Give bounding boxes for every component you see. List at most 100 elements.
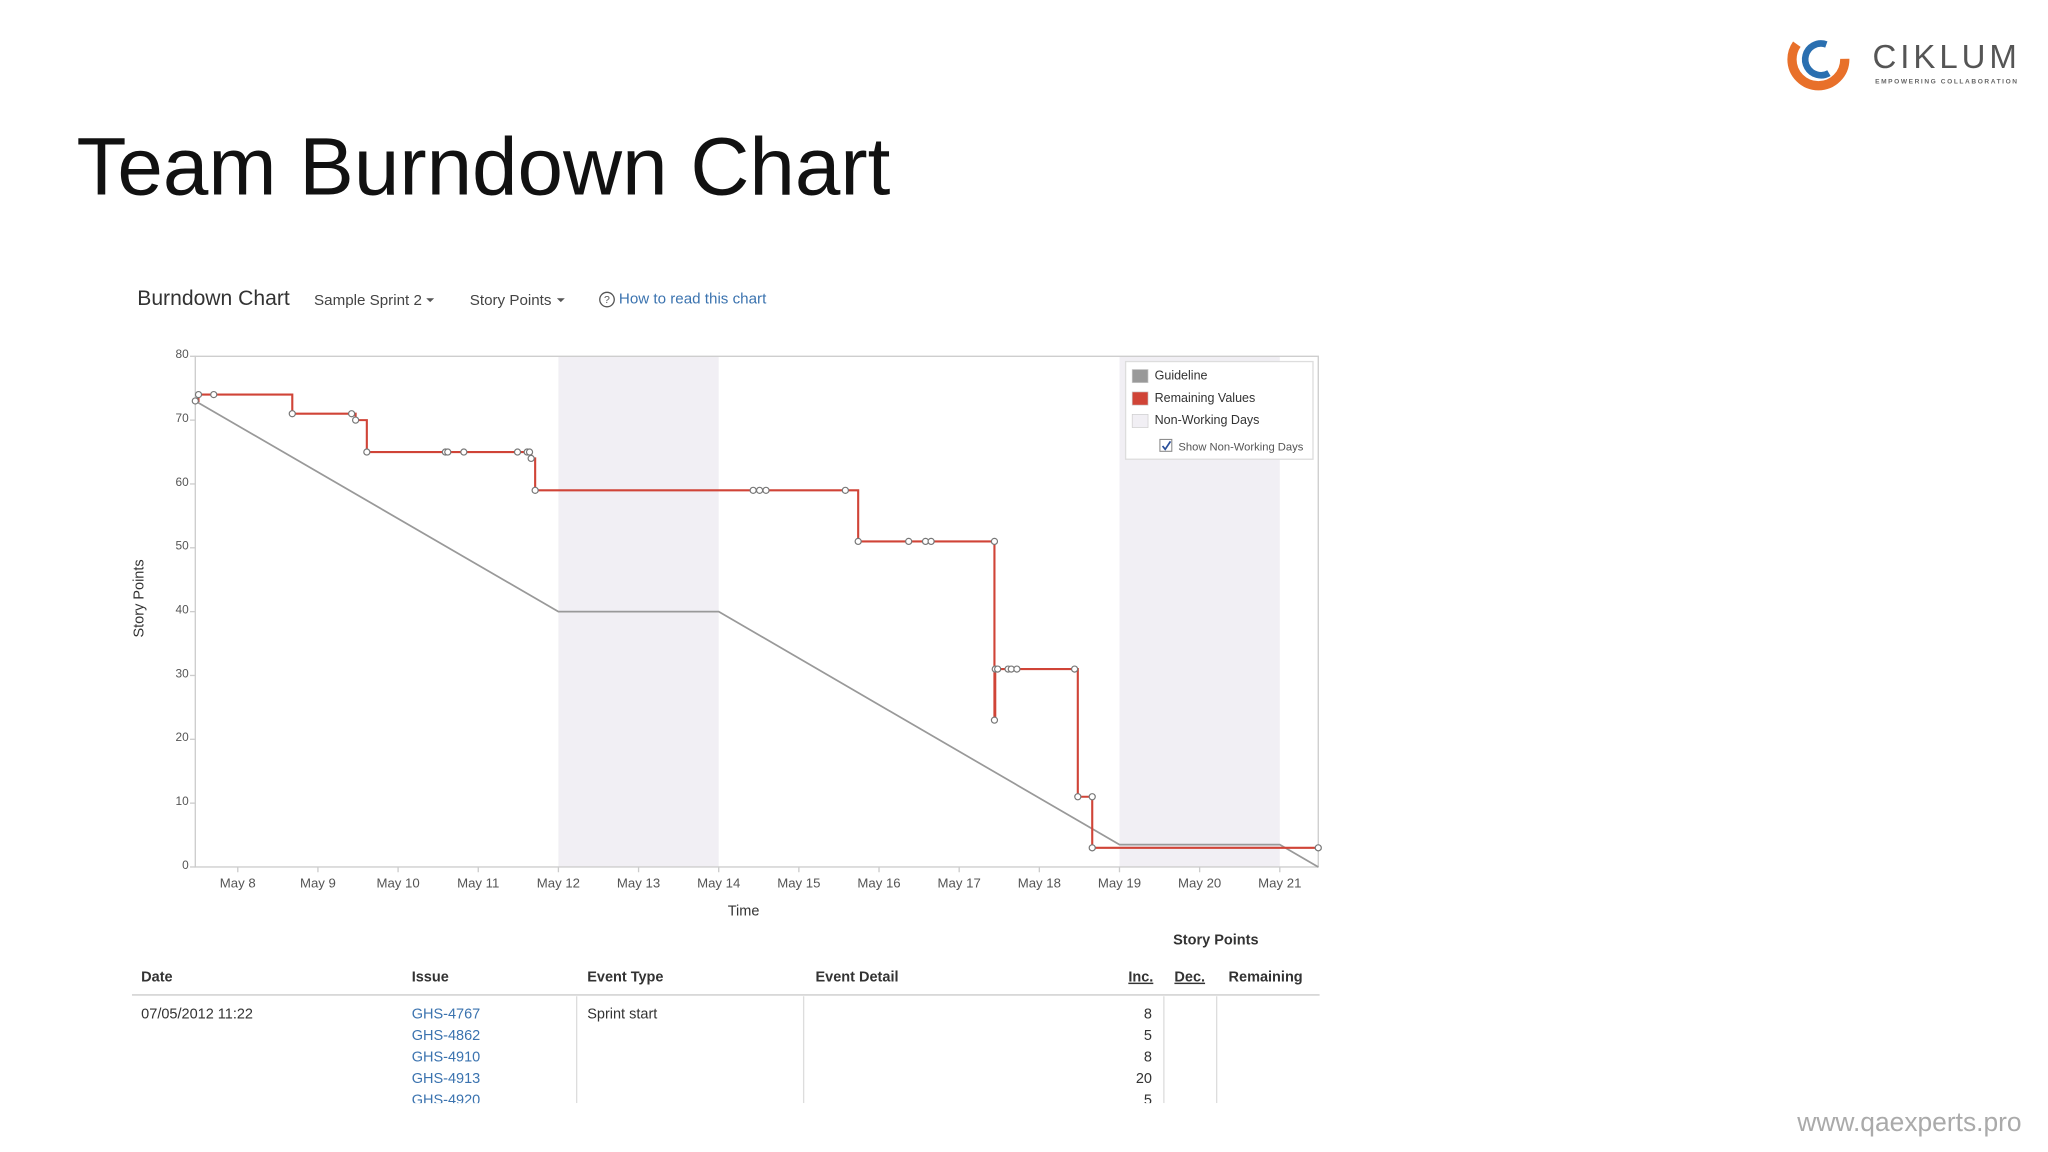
point — [1088, 793, 1096, 801]
column-header: Dec. — [1174, 970, 1205, 986]
help-icon — [599, 291, 615, 308]
chart: 0 10 20 30 40 50 60 70 80 May 8 May 9 May 10 May 11 M… — [132, 347, 1322, 920]
legend-option: Show Non-Working Days — [1178, 441, 1303, 453]
y-tick-label: 50 — [175, 539, 189, 553]
point — [194, 390, 203, 399]
x-tick-label: May 16 — [857, 876, 900, 891]
group-header: Story Points — [1173, 933, 1258, 949]
inc-cell: 5 — [1144, 1093, 1152, 1109]
point — [1074, 793, 1082, 801]
x-tick-label: May 20 — [1178, 876, 1221, 891]
slide-title: Team Burndown Chart — [77, 121, 891, 212]
point — [841, 486, 849, 494]
logo-name: CIKLUM — [1872, 38, 2020, 75]
logo-inner — [1801, 40, 1841, 79]
point — [854, 537, 862, 546]
x-tick-label: May 8 — [220, 876, 256, 891]
table: Story Points Date Issue Event Type Event Det… — [131, 933, 1320, 1109]
point — [460, 448, 468, 456]
point — [994, 665, 1002, 673]
column-header: Issue — [412, 970, 449, 986]
estimate-select[interactable]: Story Points — [470, 292, 552, 309]
inc-cell: 8 — [1144, 1007, 1152, 1023]
point — [191, 397, 199, 405]
column-header: Remaining — [1229, 970, 1303, 986]
y-tick-label: 80 — [175, 347, 189, 361]
issue-link[interactable]: GHS-4913 — [412, 1071, 481, 1087]
legend-swatch — [1131, 369, 1149, 384]
x-tick-label: May 10 — [376, 876, 419, 891]
legend-swatch — [1131, 391, 1149, 406]
sprint-select[interactable]: Sample Sprint 2 — [314, 292, 422, 309]
point — [363, 448, 371, 456]
x-axis-label: Time — [728, 904, 760, 920]
x-tick-label: May 15 — [777, 876, 820, 891]
inc-cell: 20 — [1136, 1071, 1152, 1087]
logo-tagline: EMPOWERING COLLABORATION — [1875, 79, 2019, 86]
point — [210, 390, 218, 399]
column-header: Event Type — [587, 970, 663, 986]
table-body: 07/05/2012 11:22 Sprint start GHS-4767 GHS-… — [141, 996, 1218, 1109]
legend-label: Guideline — [1155, 368, 1208, 382]
point — [513, 448, 522, 456]
x-tick-label: May 21 — [1258, 876, 1301, 891]
y-tick-label: 20 — [175, 730, 189, 744]
logo: CIKLUM EMPOWERING COLLABORATION — [1787, 28, 2020, 91]
legend-label: Remaining Values — [1155, 391, 1256, 405]
point — [990, 537, 999, 546]
column-header: Inc. — [1128, 970, 1153, 986]
footer: www.qaexperts.pro — [1796, 1107, 2021, 1137]
date-cell: 07/05/2012 11:22 — [141, 1007, 253, 1023]
x-tick-label: May 12 — [537, 876, 580, 891]
point — [444, 448, 452, 456]
checkmark — [1161, 440, 1172, 451]
y-axis-label: Story Points — [132, 559, 148, 637]
x-tick-label: May 9 — [300, 876, 336, 891]
inc-cell: 5 — [1144, 1028, 1152, 1044]
point — [351, 416, 360, 424]
point — [527, 454, 535, 463]
caret — [556, 298, 565, 303]
issue-link[interactable]: GHS-4920 — [412, 1093, 481, 1109]
legend-box — [1124, 360, 1314, 460]
y-tick-label: 70 — [175, 411, 189, 425]
help-link[interactable]: How to read this chart — [619, 291, 767, 308]
point — [905, 537, 913, 546]
toolbar-title: Burndown Chart — [137, 287, 290, 310]
point — [1314, 844, 1322, 852]
y-tick-label: 10 — [175, 794, 189, 808]
issue-link[interactable]: GHS-4910 — [412, 1050, 481, 1066]
point — [927, 537, 935, 546]
help-icon-mark: ? — [604, 294, 610, 306]
column-header: Date — [141, 970, 172, 986]
y-tick-label: 60 — [175, 475, 189, 489]
x-tick-label: May 14 — [697, 876, 740, 891]
point — [531, 486, 539, 494]
y-tick-label: 30 — [175, 666, 189, 680]
y-tick-label: 40 — [175, 602, 189, 616]
legend-checkbox[interactable] — [1159, 438, 1173, 452]
x-tick-label: May 13 — [617, 876, 660, 891]
issue-link[interactable]: GHS-4862 — [412, 1028, 481, 1044]
point — [288, 410, 296, 418]
legend-label: Non-Working Days — [1155, 413, 1260, 427]
x-tick-label: May 11 — [457, 876, 499, 891]
x-tick-label: May 18 — [1018, 876, 1061, 891]
point — [762, 486, 770, 494]
x-tick-label: May 19 — [1098, 876, 1141, 891]
issue-link[interactable]: GHS-4767 — [412, 1007, 481, 1023]
point — [347, 410, 356, 418]
y-tick-label: 0 — [182, 858, 189, 872]
event-type-cell: Sprint start — [587, 1007, 657, 1023]
point — [990, 716, 999, 724]
point — [749, 486, 757, 494]
point — [525, 448, 534, 456]
point — [1088, 844, 1096, 852]
point — [1013, 665, 1021, 673]
inc-cell: 8 — [1144, 1050, 1152, 1066]
point — [1070, 665, 1079, 673]
point — [755, 486, 764, 494]
x-tick-label: May 17 — [938, 876, 981, 891]
